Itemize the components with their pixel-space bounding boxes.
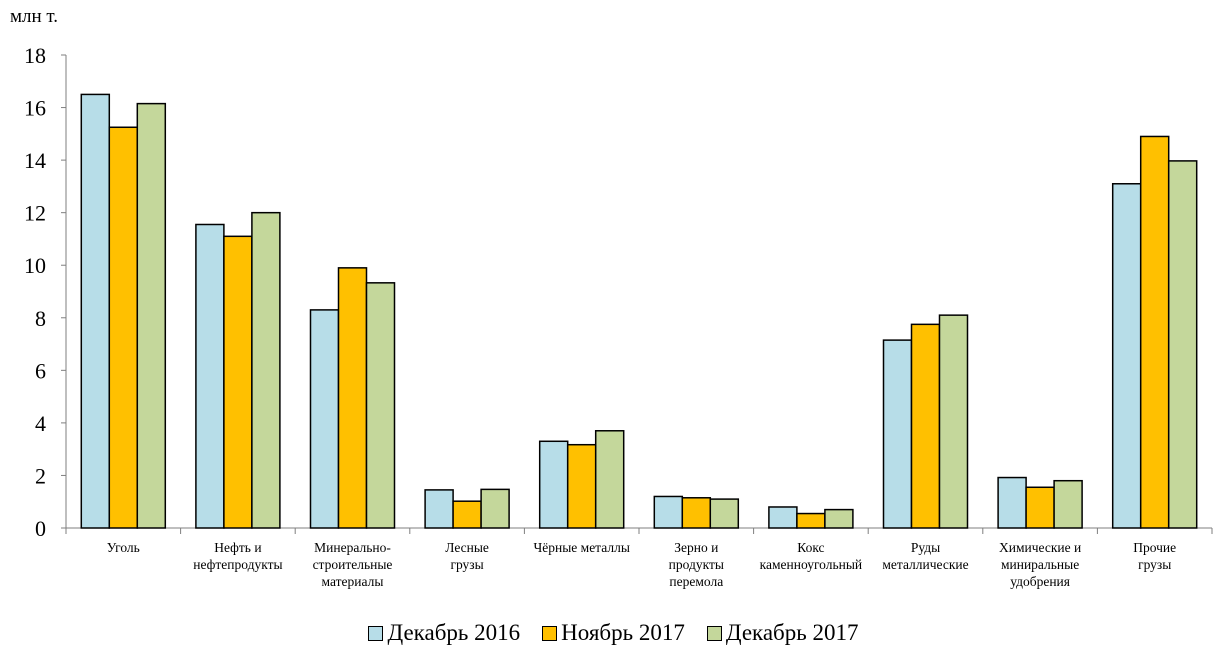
bar <box>1167 160 1198 529</box>
x-tick-label-line: каменноугольный <box>760 557 863 572</box>
y-tick-label: 0 <box>35 516 46 541</box>
bar <box>1111 183 1142 529</box>
x-tick-label: Нефть и нефтепродукты <box>193 540 282 572</box>
bar <box>538 440 569 529</box>
y-tick-label: 6 <box>35 358 46 383</box>
legend-swatch-nov-2017 <box>542 625 558 641</box>
y-tick-label: 2 <box>35 463 46 488</box>
x-tick-label-line: Нефть и <box>214 540 261 555</box>
x-tick-label: Минерально-строительные материалы <box>313 540 393 589</box>
x-tick-label-line: Минерально- <box>314 540 391 555</box>
y-tick-label: 18 <box>24 43 46 68</box>
x-tick-label: Руды металлические <box>882 540 968 572</box>
x-tick-label-line: металлические <box>882 557 968 572</box>
x-tick-label: Прочие грузы <box>1133 540 1176 572</box>
x-tick-label-line: Руды <box>911 540 940 555</box>
x-tick-label-line: перемола <box>669 574 723 589</box>
legend: Декабрь 2016 Ноябрь 2017 Декабрь 2017 <box>0 620 1227 646</box>
bar <box>653 495 684 529</box>
bar <box>938 314 969 529</box>
bar <box>1025 486 1055 529</box>
bar <box>480 488 510 529</box>
bar <box>136 102 167 529</box>
y-tick-label: 12 <box>24 201 46 226</box>
bar <box>309 309 340 529</box>
x-tick-label-line: Химические и <box>999 540 1081 555</box>
y-tick-label: 4 <box>35 411 46 436</box>
x-tick-label: Чёрные металлы <box>533 540 629 555</box>
y-tick-label: 14 <box>24 148 46 173</box>
legend-label-nov-2017: Ноябрь 2017 <box>561 620 685 645</box>
bar <box>910 323 941 529</box>
x-tick-label: Уголь <box>107 540 140 555</box>
bar <box>1053 479 1083 529</box>
bar <box>251 211 281 529</box>
bar <box>709 498 740 529</box>
x-tick-label-line: строительные <box>313 557 393 572</box>
x-tick-label-line: материалы <box>322 574 384 589</box>
y-axis-label: млн т. <box>10 6 59 27</box>
bar <box>452 500 482 529</box>
legend-item-nov-2017: Ноябрь 2017 <box>542 620 685 646</box>
x-tick-label-line: грузы <box>1138 557 1171 572</box>
bar <box>195 223 225 529</box>
bar <box>796 512 826 529</box>
bar <box>108 126 139 529</box>
x-tick-label-line: нефтепродукты <box>193 557 282 572</box>
x-tick-label-line: продукты <box>669 557 724 572</box>
legend-item-dec-2016: Декабрь 2016 <box>368 620 520 646</box>
bar <box>594 430 625 529</box>
x-tick-label-line: Лесные <box>445 540 489 555</box>
legend-swatch-dec-2016 <box>368 625 384 641</box>
x-tick-label-line: Прочие <box>1133 540 1176 555</box>
y-tick-label: 8 <box>35 306 46 331</box>
x-tick-label-line: Кокс <box>797 540 824 555</box>
x-tick-label: Химические и миниральные удобрения <box>999 540 1081 589</box>
x-tick-label-line: Уголь <box>107 540 140 555</box>
bar-chart: 0 2 4 6 8 10 12 14 16 18 Уголь Нефть и нефтепродукты… <box>24 43 1213 589</box>
bar <box>80 93 111 529</box>
bar <box>882 339 913 529</box>
y-tick-label: 16 <box>24 96 46 121</box>
x-tick-label-line: миниральные <box>1001 557 1079 572</box>
x-tick-label: Кокс каменноугольный <box>760 540 863 572</box>
bar <box>223 235 253 529</box>
x-tick-label: Зерно и продукты перемола <box>669 540 724 589</box>
y-tick-label: 10 <box>24 253 46 278</box>
bar <box>768 506 798 529</box>
legend-label-dec-2016: Декабрь 2016 <box>387 620 521 645</box>
legend-item-dec-2017: Декабрь 2017 <box>706 620 859 646</box>
bar <box>566 443 597 529</box>
legend-label-dec-2017: Декабрь 2017 <box>725 620 859 645</box>
x-tick-label-line: удобрения <box>1010 574 1070 589</box>
bar <box>365 282 396 529</box>
x-tick-label-line: Зерно и <box>674 540 718 555</box>
x-tick-label-line: Чёрные металлы <box>533 540 629 555</box>
x-tick-label-line: грузы <box>450 557 483 572</box>
bar <box>824 508 854 529</box>
bar <box>681 497 712 529</box>
bar <box>1139 135 1170 529</box>
bar <box>337 267 368 529</box>
legend-swatch-dec-2017 <box>706 625 722 641</box>
bar <box>424 489 454 529</box>
bar <box>997 476 1027 529</box>
x-tick-label: Лесные грузы <box>445 540 489 572</box>
